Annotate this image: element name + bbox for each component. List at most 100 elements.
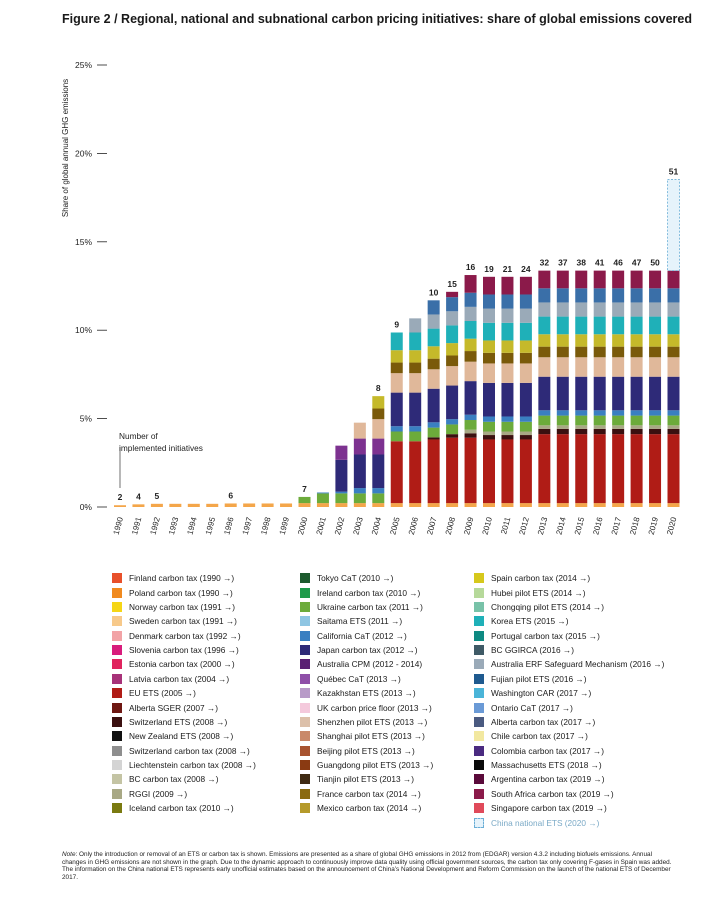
bar-segment xyxy=(243,503,256,507)
bar-segment xyxy=(556,428,569,435)
bar-segment xyxy=(372,493,385,504)
legend-swatch xyxy=(112,803,122,814)
bar-segment xyxy=(538,288,551,303)
bar-segment xyxy=(667,376,680,411)
legend-item: Alberta carbon tax (2017 →) xyxy=(474,715,664,729)
x-tick-label: 1997 xyxy=(241,516,254,536)
bar-segment xyxy=(335,491,348,494)
initiative-count-label: 37 xyxy=(558,258,568,268)
bar-segment xyxy=(483,308,495,323)
bar-segment xyxy=(372,396,385,409)
legend-label: Japan carbon tax (2012 →) xyxy=(317,645,418,656)
legend-swatch xyxy=(300,788,310,799)
legend-swatch xyxy=(474,788,484,799)
bar-segment xyxy=(501,352,514,364)
bar-segment xyxy=(316,492,329,494)
bar-segment xyxy=(612,288,625,303)
legend-label: Argentina carbon tax (2019 →) xyxy=(491,774,605,785)
x-tick-label: 1994 xyxy=(185,516,198,536)
x-tick-label: 2019 xyxy=(647,516,660,536)
initiative-count-label: 5 xyxy=(155,491,160,501)
bar-segment xyxy=(630,503,643,507)
bar-segment xyxy=(464,275,477,293)
legend-label: Kazakhstan ETS (2013 →) xyxy=(317,688,416,699)
bar-segment xyxy=(630,346,643,358)
initiative-count-label: 19 xyxy=(484,264,494,274)
bar-segment xyxy=(538,270,551,289)
bar-segment xyxy=(335,445,348,460)
bar-segment xyxy=(593,425,606,429)
annotation-line1: Number of xyxy=(119,431,158,441)
legend-swatch xyxy=(112,573,122,584)
bar-segment xyxy=(593,316,606,335)
bar-segment xyxy=(593,376,606,411)
legend-item: Sweden carbon tax (1991 →) xyxy=(112,614,256,628)
bar-segment xyxy=(538,425,551,429)
bar-segment xyxy=(464,292,477,307)
bar-segment xyxy=(483,276,495,295)
bar-segment xyxy=(409,373,422,393)
bar-segment xyxy=(483,431,495,436)
legend-item: Hubei pilot ETS (2014 →) xyxy=(474,585,664,599)
legend-label: Portugal carbon tax (2015 →) xyxy=(491,630,600,641)
note-text: : Only the introduction or removal of an… xyxy=(62,851,672,881)
x-axis-tick-labels: 1990 1991 1992 1993 1994 1995 1996 1997 1998 1999… xyxy=(112,516,679,536)
legend-item: Shanghai pilot ETS (2013 →) xyxy=(300,729,433,743)
x-tick-label: 1993 xyxy=(167,516,180,536)
bar-segment xyxy=(575,346,588,358)
bar-segment xyxy=(538,316,551,335)
legend-label: Switzerland ETS (2008 →) xyxy=(129,716,228,727)
bar-segment xyxy=(464,429,477,434)
bar-segment xyxy=(649,434,662,504)
bar-segment xyxy=(667,270,680,289)
bar-segment xyxy=(353,438,366,455)
legend-item: BC GGIRCA (2016 →) xyxy=(474,643,664,657)
legend-swatch xyxy=(474,630,484,641)
x-tick-label: 2017 xyxy=(610,516,623,536)
legend-label: Alberta SGER (2007 →) xyxy=(129,702,218,713)
x-tick-label: 2007 xyxy=(425,516,438,536)
bar-segment xyxy=(501,308,514,323)
bar-segment xyxy=(483,382,495,417)
legend-item: Washington CAR (2017 →) xyxy=(474,686,664,700)
legend-label: France carbon tax (2014 →) xyxy=(317,788,421,799)
initiative-count-label: 10 xyxy=(429,287,439,297)
bar-segment xyxy=(261,503,274,507)
legend-item: Latvia carbon tax (2004 →) xyxy=(112,672,256,686)
legend-item: Portugal carbon tax (2015 →) xyxy=(474,629,664,643)
bar-segment xyxy=(390,373,403,393)
bar-segment xyxy=(353,454,366,489)
bar-segment xyxy=(483,294,495,309)
bar-segment xyxy=(630,410,643,416)
legend-swatch xyxy=(300,587,310,598)
legend-item: Saitama ETS (2011 →) xyxy=(300,614,433,628)
bar-segment xyxy=(667,428,680,435)
legend-swatch xyxy=(300,630,310,641)
legend-swatch xyxy=(300,673,310,684)
x-tick-label: 1995 xyxy=(204,516,217,536)
bar-segment xyxy=(446,325,459,344)
legend-label: Slovenia carbon tax (1996 →) xyxy=(129,645,239,656)
bar-segment xyxy=(667,357,680,377)
bar-segment xyxy=(501,340,514,353)
legend-swatch xyxy=(474,760,484,771)
legend-swatch xyxy=(112,774,122,785)
x-tick-label: 2001 xyxy=(315,516,328,536)
legend-item: California CaT (2012 →) xyxy=(300,629,433,643)
legend-item: Australia ERF Safeguard Mechanism (2016 … xyxy=(474,657,664,671)
bar-segment xyxy=(612,410,625,416)
bar-segment xyxy=(575,428,588,435)
x-tick-label: 2018 xyxy=(628,516,641,536)
x-tick-label: 2003 xyxy=(351,516,364,536)
legend-label: Guangdong pilot ETS (2013 →) xyxy=(317,760,434,771)
legend-label: Australia ERF Safeguard Mechanism (2016 … xyxy=(491,659,665,670)
legend-label: Shenzhen pilot ETS (2013 →) xyxy=(317,716,428,727)
annotation-line2: implemented initiatives xyxy=(119,443,203,453)
bar-segment xyxy=(519,439,532,504)
bar-segment xyxy=(483,352,495,364)
bar-segment xyxy=(630,357,643,377)
bar-segment xyxy=(667,346,680,358)
bar-segment xyxy=(612,270,625,289)
legend-swatch xyxy=(300,731,310,742)
